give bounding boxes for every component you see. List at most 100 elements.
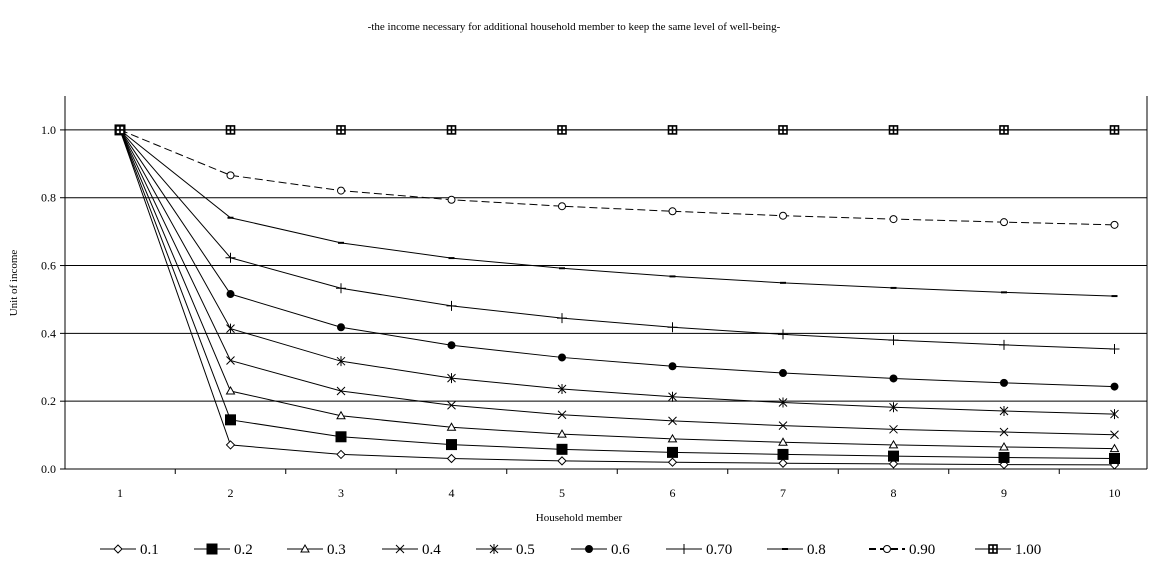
data-point xyxy=(447,373,456,384)
data-point xyxy=(779,369,787,378)
y-tick-label: 0.4 xyxy=(41,326,56,340)
legend-label: 0.1 xyxy=(140,542,159,558)
data-point xyxy=(226,356,235,365)
data-point xyxy=(668,391,677,402)
data-point xyxy=(888,439,899,449)
legend-label: 1.00 xyxy=(1015,542,1041,558)
data-point xyxy=(336,356,346,367)
data-point xyxy=(1110,430,1119,440)
data-point xyxy=(778,329,788,340)
series-line-0.3 xyxy=(119,129,1115,450)
legend-marker xyxy=(679,544,689,554)
legend-label: 0.6 xyxy=(611,542,630,558)
data-point xyxy=(667,433,678,443)
legend-item-0.2: 0.2 xyxy=(194,542,253,558)
series-0.8 xyxy=(117,128,1118,298)
x-tick-label: 2 xyxy=(228,486,234,500)
legend-marker xyxy=(988,544,998,554)
data-point xyxy=(557,383,567,394)
data-point xyxy=(226,290,235,299)
legend-marker xyxy=(206,543,218,555)
data-point xyxy=(557,313,567,324)
legend-marker xyxy=(113,544,123,554)
data-point xyxy=(778,397,788,408)
legend-item-0.6: 0.6 xyxy=(571,542,630,558)
legend-label: 0.90 xyxy=(909,542,935,558)
data-point xyxy=(889,374,898,383)
y-tick-labels: 0.0 0.2 0.4 0.6 0.8 1.0 xyxy=(41,123,56,476)
data-point xyxy=(226,171,235,180)
data-point xyxy=(888,335,899,346)
y-tick-label: 1.0 xyxy=(41,123,56,137)
series-line-0.5 xyxy=(119,129,1115,415)
data-point xyxy=(1109,343,1120,354)
data-point xyxy=(335,431,347,443)
series-line-0.2 xyxy=(119,129,1115,459)
legend-label: 0.8 xyxy=(807,542,826,558)
data-point xyxy=(668,362,677,371)
data-point xyxy=(336,283,346,294)
data-point xyxy=(888,459,899,469)
data-point xyxy=(1000,378,1008,387)
data-point xyxy=(1109,452,1120,464)
data-point xyxy=(557,456,567,466)
series-0.90 xyxy=(116,125,1119,229)
legend-label: 0.70 xyxy=(706,542,732,558)
data-point xyxy=(225,414,236,426)
data-point xyxy=(336,449,346,460)
legend-label: 0.4 xyxy=(422,542,441,558)
axes xyxy=(60,96,1148,474)
data-point xyxy=(446,439,457,451)
legend-item-0.4: 0.4 xyxy=(382,542,441,558)
series-0.2 xyxy=(114,124,1120,464)
x-tick-label: 7 xyxy=(780,486,786,500)
legend-item-1.00: 1.00 xyxy=(975,542,1041,558)
data-point xyxy=(667,446,678,458)
data-point xyxy=(337,186,345,195)
chart-title: -the income necessary for additional hou… xyxy=(368,21,781,33)
legend-label: 0.5 xyxy=(516,542,535,558)
data-point xyxy=(446,453,457,464)
data-point xyxy=(336,125,346,135)
series-line-0.90 xyxy=(119,129,1115,226)
legend-marker xyxy=(489,544,499,554)
data-point xyxy=(1109,125,1120,135)
data-point xyxy=(447,341,456,350)
data-point xyxy=(447,400,456,410)
legend-marker xyxy=(300,543,310,553)
x-tick-label: 10 xyxy=(1109,486,1121,500)
data-point xyxy=(446,125,457,135)
legend-item-0.5: 0.5 xyxy=(476,542,535,558)
series-0.6 xyxy=(116,125,1119,391)
data-point xyxy=(667,322,678,333)
data-point xyxy=(668,416,677,426)
legend-label: 0.2 xyxy=(234,542,253,558)
data-point xyxy=(667,125,678,135)
legend-marker xyxy=(585,545,593,553)
series-0.3 xyxy=(115,124,1120,453)
data-point xyxy=(999,441,1009,451)
data-point xyxy=(779,211,787,220)
x-axis-title: Household member xyxy=(536,512,623,524)
legend: 0.1 0.2 0.3 0.4 0.5 0.6 0.70 0.8 0.90 1.00 xyxy=(100,542,1041,558)
data-point xyxy=(668,207,677,216)
data-point xyxy=(999,125,1009,135)
legend-marker xyxy=(883,545,891,553)
data-point xyxy=(337,323,345,332)
series-line-0.6 xyxy=(119,129,1115,388)
data-point xyxy=(1110,382,1119,391)
data-point xyxy=(777,448,789,460)
y-tick-label: 0.6 xyxy=(41,259,56,273)
data-point xyxy=(225,440,236,450)
x-tick-label: 6 xyxy=(670,486,676,500)
data-point xyxy=(889,215,898,224)
legend-marker xyxy=(395,544,405,554)
data-point xyxy=(1000,218,1008,227)
data-point xyxy=(778,421,788,430)
series-lines xyxy=(114,124,1120,470)
data-point xyxy=(778,458,788,468)
data-point xyxy=(115,125,125,135)
data-point xyxy=(225,386,236,395)
data-point xyxy=(226,323,235,334)
